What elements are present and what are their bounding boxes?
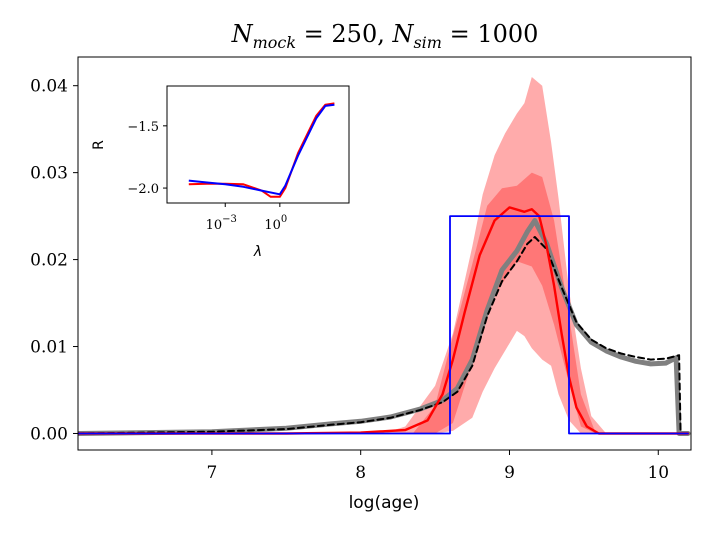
main-series-layer	[78, 77, 691, 436]
x-tick-label: 7	[206, 463, 217, 483]
x-axis-title: log(age)	[349, 493, 420, 513]
main-axis-ticks: 7 8 9 10 0.00 0.01 0.02 0.03 0.04	[30, 77, 669, 483]
title-n2: N	[391, 20, 414, 48]
y-tick-label: 0.04	[30, 77, 68, 97]
series-black-dashed	[78, 236, 689, 435]
x-tick-label: 9	[504, 463, 515, 483]
series-inset-blue	[188, 103, 335, 196]
series-gray-samples	[78, 218, 691, 436]
inset-y-tick-label: −1.5	[127, 120, 159, 135]
series-blue-step	[78, 215, 689, 435]
series-inner-band	[412, 172, 596, 434]
y-tick-label: 0.03	[30, 164, 68, 184]
inset-plot-frame	[166, 85, 350, 204]
inset-background	[167, 86, 349, 203]
y-tick-label: 0.01	[30, 338, 68, 358]
inset-x-tick-label: 10−3	[206, 214, 237, 233]
title-sub2: sim	[413, 33, 442, 52]
inset-plot-area: 10−3 100 −2.0 −1.5	[127, 85, 350, 233]
series-red-median	[78, 206, 690, 435]
inset-x-axis-title: λ	[253, 244, 262, 260]
title-sub1: mock	[253, 33, 296, 52]
inset-y-tick-label: −2.0	[127, 182, 159, 197]
chart-title: Nmock = 250, Nsim = 1000	[231, 20, 539, 52]
series-outer-band	[383, 77, 607, 434]
inset-x-tick-label: 100	[264, 214, 287, 233]
y-tick-label: 0.02	[30, 251, 68, 271]
inset-series-layer	[188, 102, 335, 198]
main-plot-frame	[77, 56, 692, 451]
x-tick-label: 10	[647, 463, 669, 483]
inset-axis-ticks: 10−3 100 −2.0 −1.5	[127, 120, 287, 233]
inset-y-axis-title: R	[91, 140, 107, 150]
title-eq2: = 1000	[442, 20, 538, 48]
title-eq1: = 250,	[296, 20, 392, 48]
title-n1: N	[231, 20, 254, 48]
y-tick-label: 0.00	[30, 424, 68, 444]
main-plot-area: 7 8 9 10 0.00 0.01 0.02 0.03 0.04	[30, 56, 692, 483]
x-tick-label: 8	[355, 463, 366, 483]
